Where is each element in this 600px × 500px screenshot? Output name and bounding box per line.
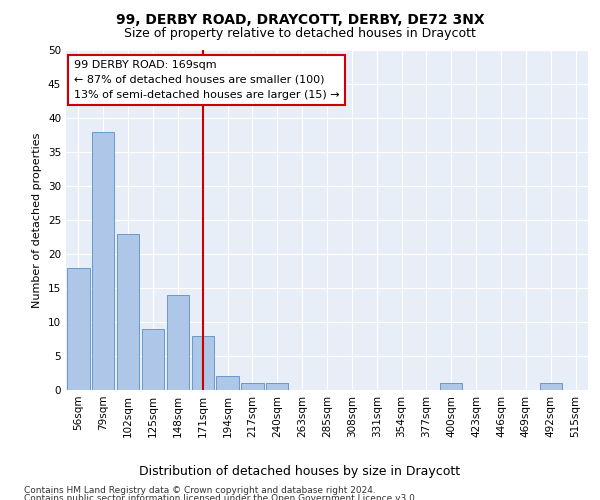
Bar (440, 383, 463, 390)
Text: 99, DERBY ROAD, DRAYCOTT, DERBY, DE72 3NX: 99, DERBY ROAD, DRAYCOTT, DERBY, DE72 3N… (116, 12, 484, 26)
Bar (539, 383, 562, 390)
Bar (167, 295, 189, 390)
Bar (266, 383, 289, 390)
Text: Contains public sector information licensed under the Open Government Licence v3: Contains public sector information licen… (24, 494, 418, 500)
Text: 99 DERBY ROAD: 169sqm
← 87% of detached houses are smaller (100)
13% of semi-det: 99 DERBY ROAD: 169sqm ← 87% of detached … (74, 60, 340, 100)
Bar (191, 336, 214, 390)
Bar (241, 383, 263, 390)
Bar (142, 329, 164, 390)
Text: Distribution of detached houses by size in Draycott: Distribution of detached houses by size … (139, 464, 461, 477)
Bar (92, 132, 115, 390)
Text: Size of property relative to detached houses in Draycott: Size of property relative to detached ho… (124, 28, 476, 40)
Y-axis label: Number of detached properties: Number of detached properties (32, 132, 43, 308)
Bar (117, 234, 139, 390)
Bar (217, 376, 239, 390)
Text: Contains HM Land Registry data © Crown copyright and database right 2024.: Contains HM Land Registry data © Crown c… (24, 486, 376, 495)
Bar (67, 268, 89, 390)
